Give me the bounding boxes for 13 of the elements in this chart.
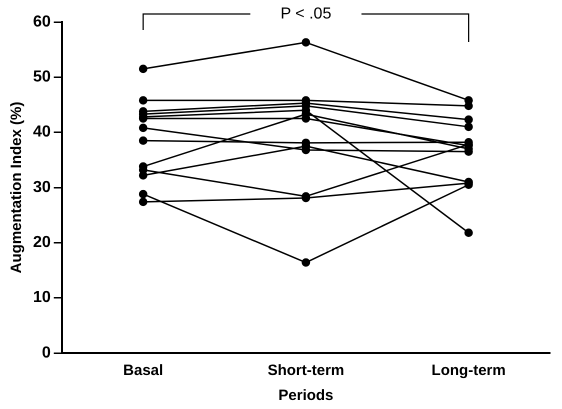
x-tick-label: Short-term bbox=[268, 362, 344, 380]
y-tick-label: 60 bbox=[33, 13, 51, 30]
x-axis-title: Periods bbox=[278, 387, 334, 404]
y-tick-label: 50 bbox=[33, 68, 51, 86]
y-tick-label: 20 bbox=[33, 234, 51, 252]
y-tick-label: 0 bbox=[42, 344, 51, 362]
y-tick-label: 30 bbox=[33, 178, 51, 196]
x-tick-label: Basal bbox=[123, 362, 164, 380]
x-tick-label: Long-term bbox=[432, 362, 506, 380]
y-tick-label: 40 bbox=[33, 124, 51, 141]
y-axis-title: Augmentation Index (%) bbox=[8, 102, 26, 274]
annotation: P < .05 bbox=[280, 5, 332, 22]
y-tick-label: 10 bbox=[33, 289, 51, 306]
